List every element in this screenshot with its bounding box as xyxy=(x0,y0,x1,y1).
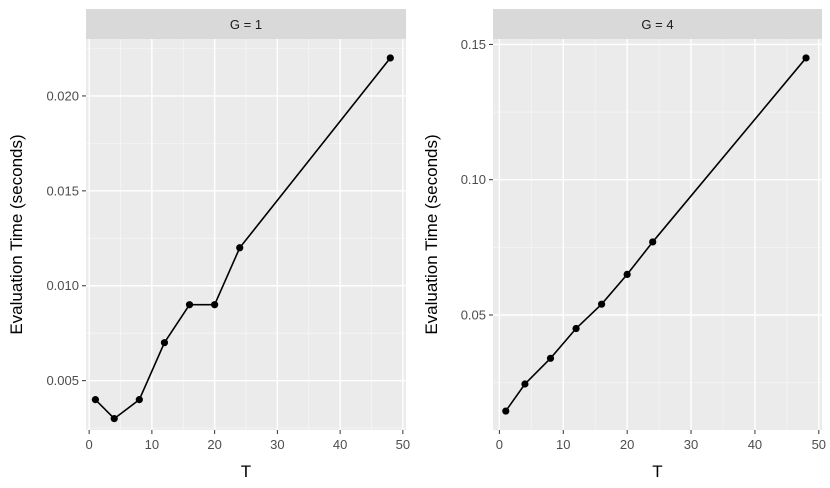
y-tick-label: 0.10 xyxy=(461,172,486,187)
data-point xyxy=(572,324,580,333)
data-point xyxy=(546,354,555,362)
y-axis-title: Evaluation Time (seconds) xyxy=(422,134,441,334)
data-point xyxy=(623,270,631,279)
y-tick-label: 0.005 xyxy=(46,373,79,388)
y-tick-label: 0.15 xyxy=(461,37,486,52)
data-point xyxy=(598,300,606,308)
x-tick-label: 40 xyxy=(748,437,762,452)
x-tick-label: 40 xyxy=(333,437,347,452)
x-tick-label: 0 xyxy=(496,437,503,452)
series-line xyxy=(505,57,807,412)
series-line xyxy=(94,57,391,420)
data-point xyxy=(649,238,657,246)
x-tick-label: 10 xyxy=(145,437,159,452)
y-tick-label: 0.015 xyxy=(46,183,79,198)
facet-strip-label: G = 1 xyxy=(230,17,262,32)
x-tick-label: 30 xyxy=(270,437,284,452)
data-point xyxy=(386,54,394,62)
y-tick-label: 0.010 xyxy=(46,278,79,293)
x-tick-label: 20 xyxy=(207,437,221,452)
x-axis-title: T xyxy=(652,462,662,481)
data-point xyxy=(135,396,143,404)
y-tick-label: 0.020 xyxy=(46,88,79,103)
data-point xyxy=(110,415,118,423)
facet-strip-label: G = 4 xyxy=(641,17,673,32)
data-point xyxy=(91,396,100,404)
data-point xyxy=(521,380,529,388)
x-axis-title: T xyxy=(241,462,251,481)
x-tick-label: 50 xyxy=(396,437,410,452)
facet-strip xyxy=(493,9,822,39)
y-axis-title: Evaluation Time (seconds) xyxy=(7,134,26,334)
x-tick-label: 20 xyxy=(620,437,634,452)
data-point xyxy=(160,339,169,347)
data-point xyxy=(236,244,244,252)
data-point xyxy=(185,301,194,309)
x-tick-label: 0 xyxy=(86,437,93,452)
y-tick-label: 0.05 xyxy=(461,308,486,323)
x-tick-label: 10 xyxy=(556,437,570,452)
data-point xyxy=(802,54,810,62)
data-point xyxy=(211,301,219,309)
data-point xyxy=(502,407,510,415)
x-tick-label: 30 xyxy=(684,437,698,452)
facet-strip xyxy=(86,9,406,39)
x-tick-label: 50 xyxy=(812,437,826,452)
